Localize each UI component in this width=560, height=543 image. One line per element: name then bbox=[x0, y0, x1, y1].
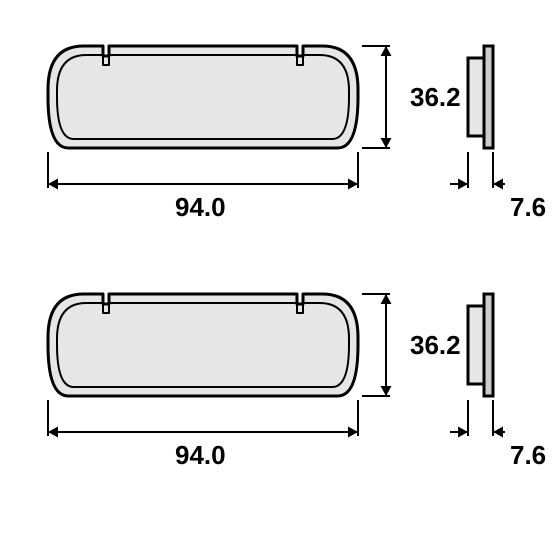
dim-top-thickness: 7.6 bbox=[510, 192, 546, 223]
dim-bot-height: 36.2 bbox=[410, 330, 461, 361]
diagram-svg bbox=[0, 0, 560, 543]
dim-top-width: 94.0 bbox=[175, 192, 226, 223]
dim-bot-thickness: 7.6 bbox=[510, 440, 546, 471]
dim-top-height: 36.2 bbox=[410, 82, 461, 113]
diagram-canvas: 36.2 94.0 7.6 36.2 94.0 7.6 bbox=[0, 0, 560, 543]
dim-bot-width: 94.0 bbox=[175, 440, 226, 471]
